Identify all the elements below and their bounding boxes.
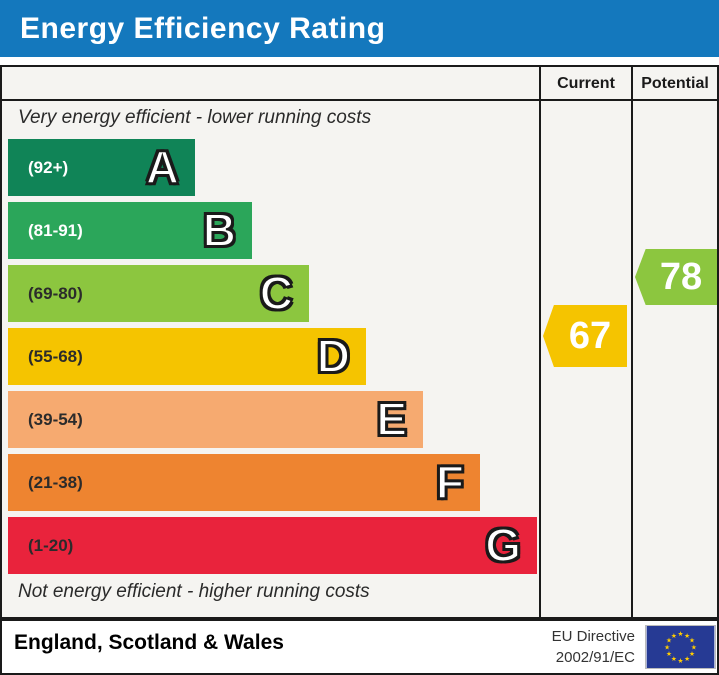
band-range-label: (39-54) <box>28 409 83 429</box>
svg-text:★: ★ <box>689 650 695 658</box>
potential-rating-marker: 78 <box>635 249 717 305</box>
potential-column-divider <box>631 65 633 619</box>
current-column-divider <box>539 65 541 619</box>
band-letter: D <box>316 329 351 383</box>
eu-directive-line1: EU Directive <box>551 628 635 645</box>
top-note: Very energy efficient - lower running co… <box>18 107 372 128</box>
band-range-label: (81-91) <box>28 220 83 240</box>
band-letter: G <box>484 518 522 572</box>
current-column-header: Current <box>557 75 615 92</box>
page-title: Energy Efficiency Rating <box>20 11 386 45</box>
current-rating-marker: 67 <box>543 305 627 367</box>
svg-text:★: ★ <box>684 632 690 640</box>
svg-text:★: ★ <box>691 643 697 651</box>
band-range-label: (69-80) <box>28 283 83 303</box>
band-row-d: (55-68) D <box>8 328 366 385</box>
potential-column-header: Potential <box>641 75 709 92</box>
band-range-label: (1-20) <box>28 535 74 555</box>
svg-text:★: ★ <box>664 643 670 651</box>
svg-text:★: ★ <box>684 655 690 663</box>
title-bar: Energy Efficiency Rating <box>0 0 719 57</box>
band-range-label: (55-68) <box>28 346 83 366</box>
band-row-g: (1-20) G <box>8 517 537 574</box>
svg-text:★: ★ <box>678 657 684 665</box>
current-rating-value: 67 <box>568 314 612 357</box>
band-letter: A <box>145 140 180 194</box>
footer-box <box>0 619 719 675</box>
eu-directive-label: EU Directive 2002/91/EC <box>552 626 635 668</box>
band-row-c: (69-80) C <box>8 265 309 322</box>
band-row-f: (21-38) F <box>8 454 480 511</box>
svg-text:★: ★ <box>678 630 684 638</box>
svg-text:★: ★ <box>671 632 677 640</box>
region-label: England, Scotland & Wales <box>14 631 284 654</box>
bottom-note: Not energy efficient - higher running co… <box>18 581 370 602</box>
band-letter: B <box>202 203 237 257</box>
band-row-a: (92+) A <box>8 139 195 196</box>
band-row-b: (81-91) B <box>8 202 252 259</box>
eu-directive-line2: 2002/91/EC <box>555 649 635 666</box>
svg-text:★: ★ <box>666 637 672 645</box>
band-letter: C <box>259 266 294 320</box>
band-letter: E <box>375 392 408 446</box>
svg-text:★: ★ <box>671 655 677 663</box>
band-range-label: (92+) <box>28 157 69 177</box>
svg-text:★: ★ <box>666 650 672 658</box>
svg-text:★: ★ <box>689 637 695 645</box>
eu-flag-icon: ★ ★ ★ ★ ★ ★ ★ ★ ★ ★ ★ ★ <box>645 625 716 669</box>
band-row-e: (39-54) E <box>8 391 423 448</box>
band-range-label: (21-38) <box>28 472 83 492</box>
column-header-divider <box>0 99 719 101</box>
band-letter: F <box>435 455 465 509</box>
potential-rating-value: 78 <box>659 255 703 298</box>
